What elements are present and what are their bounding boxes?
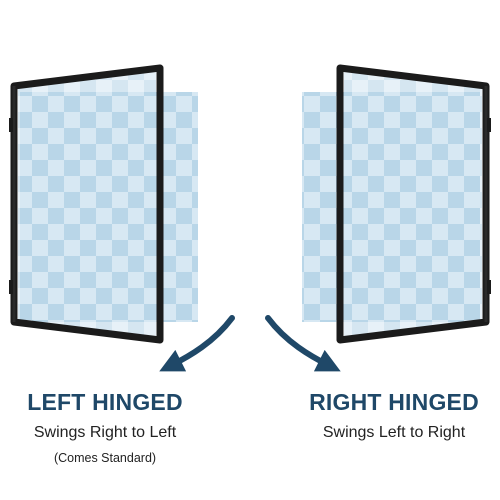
- right-hinged-subtitle: Swings Left to Right: [322, 424, 466, 441]
- curved-arrow-left-icon: [159, 315, 235, 372]
- left-hinged-door: [9, 64, 198, 344]
- right-hinged-title: RIGHT HINGED: [309, 389, 479, 415]
- right-hinge-top: [487, 118, 491, 132]
- left-hinged-note: (Comes Standard): [53, 451, 157, 465]
- left-hinged-title: LEFT HINGED: [27, 389, 183, 415]
- left-hinge-bottom: [9, 280, 13, 294]
- left-hinged-subtitle: Swings Right to Left: [33, 424, 177, 441]
- right-door-glass: [344, 72, 482, 336]
- right-hinged-door: [302, 64, 491, 344]
- left-hinge-top: [9, 118, 13, 132]
- curved-arrow-right-icon: [265, 315, 341, 372]
- left-door-glass: [18, 72, 156, 336]
- right-hinge-bottom: [487, 280, 491, 294]
